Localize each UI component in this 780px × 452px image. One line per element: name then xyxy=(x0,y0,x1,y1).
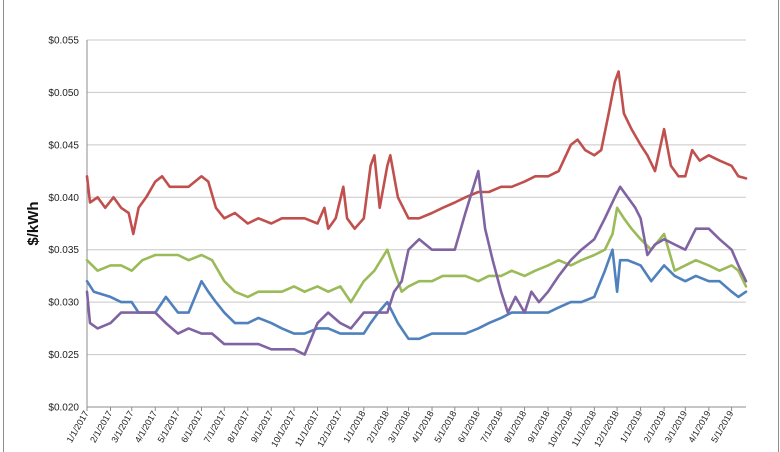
chart-frame xyxy=(3,0,779,452)
x-tick-label: 7/1/2018 xyxy=(479,409,505,444)
x-tick-label: 5/1/2017 xyxy=(156,409,182,444)
series-line-2 xyxy=(85,206,748,304)
series-line-1 xyxy=(85,70,748,236)
x-tick-label: 5/1/2018 xyxy=(432,409,458,444)
x-tick-label: 1/1/2018 xyxy=(341,409,367,444)
gridlines xyxy=(86,39,746,411)
y-tick-label: $0.045 xyxy=(48,140,79,151)
x-tick-label: 1/1/2017 xyxy=(65,409,91,444)
series-line-4 xyxy=(85,169,748,356)
y-tick-label: $0.040 xyxy=(48,193,79,204)
y-tick-label: $0.035 xyxy=(48,245,79,256)
y-axis-title: $/kWh xyxy=(25,201,42,245)
x-tick-label: 7/1/2017 xyxy=(202,409,228,444)
x-tick-label: 8/1/2018 xyxy=(502,409,528,444)
y-tick-label: $0.050 xyxy=(48,88,79,99)
y-tick-label: $0.020 xyxy=(48,403,79,414)
y-tick-labels: $0.020 $0.025 $0.030 $0.035 $0.040 $0.045 $0.0… xyxy=(48,36,79,414)
series-lines xyxy=(85,70,748,356)
y-tick-label: $0.025 xyxy=(48,350,79,361)
x-tick-label: 1/1/2019 xyxy=(618,409,644,444)
x-tick-label: 8/1/2017 xyxy=(225,409,251,444)
series-line-3 xyxy=(85,248,748,341)
y-tick-label: $0.055 xyxy=(48,36,79,47)
x-tick-labels: 1/1/20172/1/20173/1/20174/1/20175/1/2017… xyxy=(65,409,736,449)
y-tick-label: $0.030 xyxy=(48,298,79,309)
x-tick-label: 5/1/2019 xyxy=(709,409,735,444)
